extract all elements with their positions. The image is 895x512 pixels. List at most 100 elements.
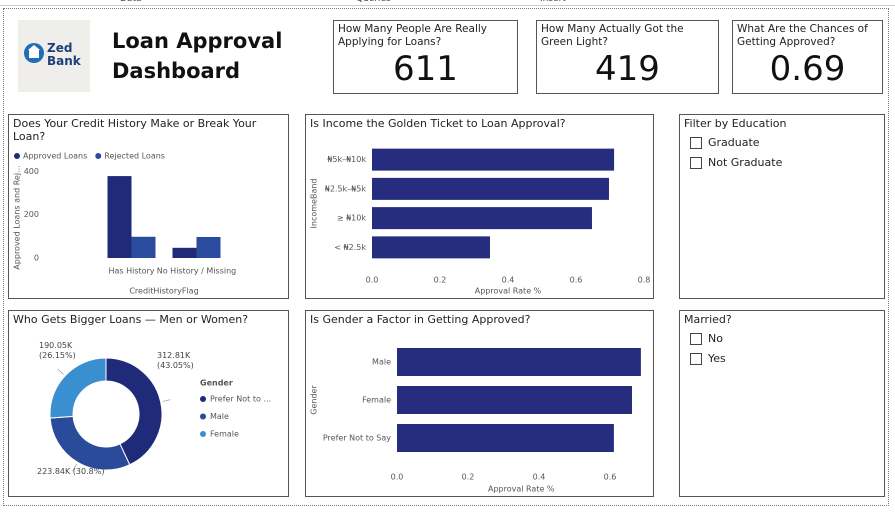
legend-marker [200,396,206,402]
x-tick-label: 0.8 [638,276,651,285]
legend-label: Male [210,412,229,421]
chart-panel: Is Income the Golden Ticket to Loan Appr… [305,114,654,299]
chart-area: 0 200 400 Approved Loans Rejected Loans Has H… [13,152,237,296]
slicer-title: Married? [684,313,732,326]
option-label[interactable]: Yes [708,352,726,365]
option-label[interactable]: Graduate [708,136,760,149]
logo-text: Zed [47,41,73,55]
x-tick-label: 0.2 [462,473,475,482]
donut-slice [105,357,163,466]
bar [172,247,197,258]
y-tick-label: ₦2.5k–₦5k [325,184,367,193]
x-axis-label: CreditHistoryFlag [129,287,198,296]
bar [372,236,490,259]
checkbox[interactable] [690,352,702,365]
option-label[interactable]: No [708,332,723,345]
x-tick-label: 0.4 [533,473,546,482]
chart-title: Is Gender a Factor in Getting Approved? [310,313,531,326]
chart-title: Is Income the Golden Ticket to Loan Appr… [310,117,566,130]
tab[interactable]: Insert [540,0,566,4]
chart-area: Gender Prefer Not to ... Male Female [49,357,271,472]
x-tick-label: 0.6 [570,276,583,285]
filter-option[interactable]: Not Graduate [690,156,782,169]
logo: Zed Bank [18,20,90,92]
slicer: Married? No Yes [679,310,885,497]
data-label: 312.81K (43.05%) [157,351,194,370]
filter-option[interactable]: Graduate [690,136,760,149]
logo-icon [24,43,44,63]
y-tick-label: Male [372,358,391,367]
card-title: How Many People Are Really Applying for … [338,23,487,48]
checkbox[interactable] [690,156,702,169]
tab[interactable]: Data [120,0,142,4]
bar [397,348,641,376]
chart-area: 0.0 0.2 0.4 0.6 Male Female Prefer Not to Say A… [310,348,641,494]
legend-title: Gender [200,379,233,388]
x-tick-label: Has History [108,267,154,276]
filter-option[interactable]: No [690,332,723,345]
chart-area: 0.0 0.2 0.4 0.6 0.8 ₦5k–₦10k ₦2.5k–₦5k ≥ ₦10k < … [310,148,651,296]
data-label: 223.84K (30.8%) [37,467,105,476]
checkbox[interactable] [690,332,702,345]
card-value: 0.69 [769,49,846,89]
y-tick-label: < ₦2.5k [334,243,366,252]
y-axis-label: Gender [310,385,319,415]
leader-line [57,368,64,375]
card-title: What Are the Chances of Getting Approved… [737,23,868,48]
y-tick-label: ₦5k–₦10k [327,155,366,164]
kpi-card: How Many People Are Really Applying for … [333,20,518,94]
ribbon-strip [0,0,895,6]
y-tick-label: 0 [34,254,39,263]
card-value: 611 [393,49,458,89]
x-tick-label: 0.2 [434,276,447,285]
chart-panel: Does Your Credit History Make or Break Y… [8,114,289,299]
y-tick-label: ≥ ₦10k [337,214,367,223]
card-title: How Many Actually Got the Green Light? [541,23,684,48]
chart-title: Does Your Credit History Make or Break Y… [13,117,257,143]
canvas-border [3,8,889,506]
filter-option[interactable]: Yes [690,352,726,365]
checkbox[interactable] [690,136,702,149]
chart-panel: Who Gets Bigger Loans — Men or Women? Ge… [8,310,289,497]
donut-slice [49,357,107,419]
kpi-card: How Many Actually Got the Green Light? 4… [536,20,719,94]
donut-slice [49,415,131,471]
card-value: 419 [595,49,660,89]
x-tick-label: No History / Missing [157,267,237,276]
bar [397,386,633,414]
bar [107,176,132,258]
dashboard-title: Loan Approval Dashboard [112,29,283,83]
tab[interactable]: Queries [356,0,391,4]
legend-label: Prefer Not to ... [210,395,271,404]
kpi-card: What Are the Chances of Getting Approved… [732,20,883,94]
slicer: Filter by Education Graduate Not Graduate [679,114,885,299]
logo-text: Bank [47,54,81,68]
leader-line [72,463,77,472]
x-tick-label: 0.4 [502,276,515,285]
bar [397,424,614,452]
bar [131,236,156,258]
x-tick-label: 0.0 [391,473,404,482]
x-tick-label: 0.6 [604,473,617,482]
y-tick-label: 200 [24,210,39,219]
y-tick-label: 400 [24,167,39,176]
x-axis-label: Approval Rate % [475,287,542,296]
chart-panel: Is Gender a Factor in Getting Approved? … [305,310,654,497]
y-tick-label: Prefer Not to Say [323,434,391,443]
y-tick-label: Female [362,396,391,405]
chart-title: Who Gets Bigger Loans — Men or Women? [13,313,249,326]
option-label[interactable]: Not Graduate [708,156,783,169]
slicer-title: Filter by Education [684,117,787,130]
y-axis-label: Approved Loans and Rej... [13,165,22,269]
x-axis-label: Approval Rate % [488,485,555,494]
legend-marker [14,153,20,159]
legend-marker [200,413,206,420]
legend-label: Rejected Loans [104,152,165,161]
x-tick-label: 0.0 [366,276,379,285]
legend-label: Female [210,430,239,439]
bar [372,148,615,171]
bar [372,177,609,200]
data-label: 190.05K (26.15%) [39,341,76,360]
legend-label: Approved Loans [23,152,87,161]
